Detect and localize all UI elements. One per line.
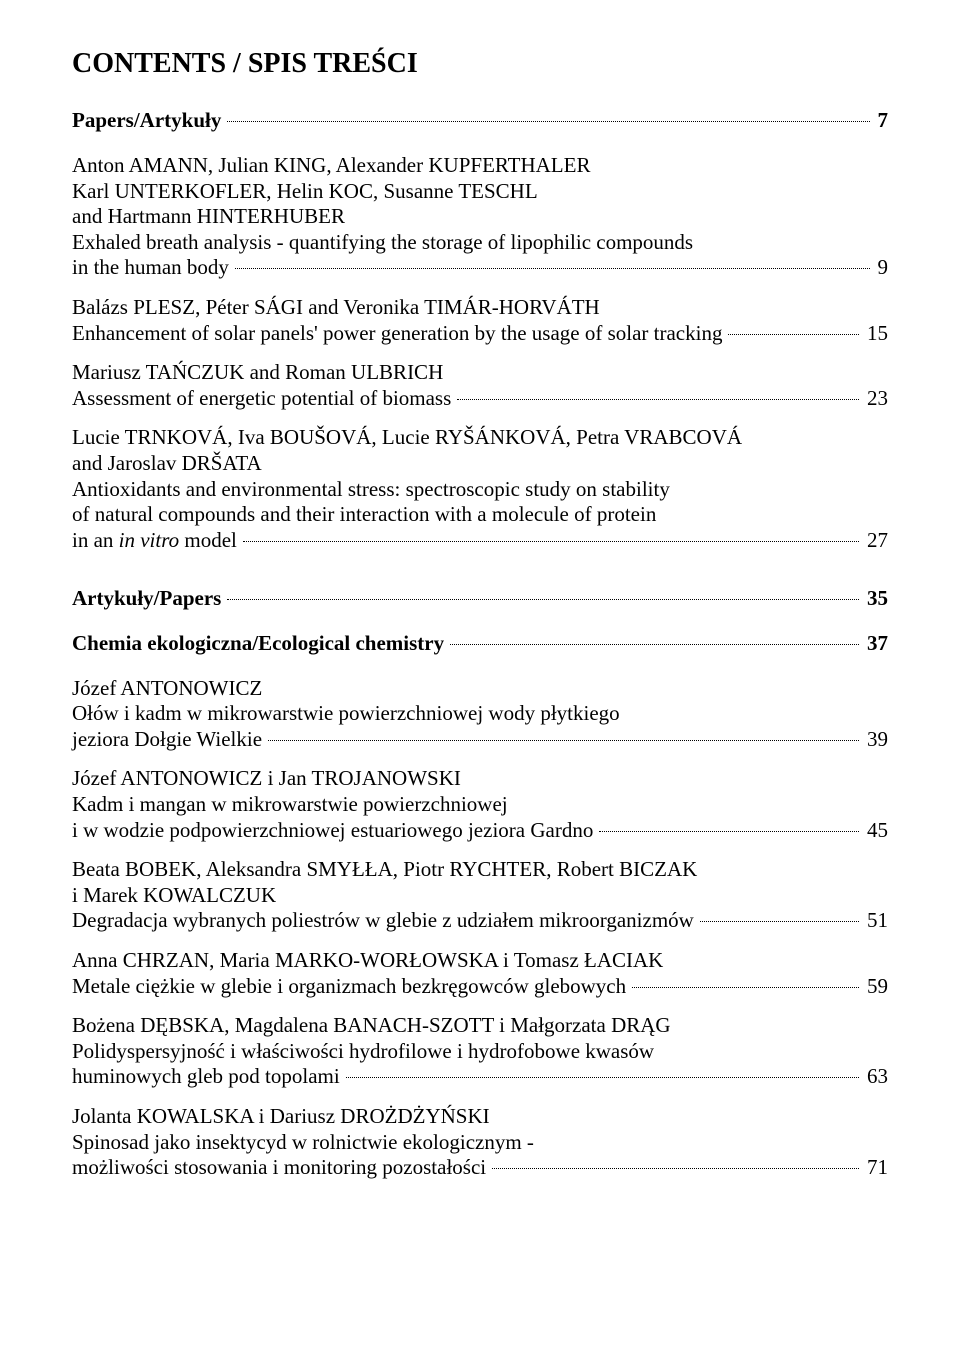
toc-entry-last-line: in the human body 9	[72, 255, 888, 281]
leader-dots	[700, 920, 859, 922]
leader-dots	[457, 398, 859, 400]
leader-dots	[632, 986, 859, 988]
toc-entry-line: and Hartmann HINTERHUBER	[72, 204, 888, 230]
toc-entry-page: 71	[861, 1155, 888, 1181]
toc-entry: Beata BOBEK, Aleksandra SMYŁŁA, Piotr RY…	[72, 857, 888, 934]
leader-dots	[243, 540, 859, 542]
entries: Józef ANTONOWICZOłów i kadm w mikrowarst…	[72, 676, 888, 1181]
leader-dots	[599, 830, 859, 832]
leader-dots	[346, 1076, 859, 1078]
toc-entry-last-text: in an in vitro model	[72, 528, 241, 554]
leader-dots	[492, 1167, 859, 1169]
toc-entry-page: 59	[861, 974, 888, 1000]
section-heading: Artykuły/Papers 35	[72, 586, 888, 611]
toc-entry-line: Józef ANTONOWICZ	[72, 676, 888, 702]
toc-entry-last-line: Enhancement of solar panels' power gener…	[72, 321, 888, 347]
toc-entry-page: 23	[861, 386, 888, 412]
toc-entry: Lucie TRNKOVÁ, Iva BOUŠOVÁ, Lucie RYŠÁNK…	[72, 425, 888, 553]
toc-entry-line: Jolanta KOWALSKA i Dariusz DROŻDŻYŃSKI	[72, 1104, 888, 1130]
toc-entry-last-line: Assessment of energetic potential of bio…	[72, 386, 888, 412]
toc-entry-last-text: in the human body	[72, 255, 233, 281]
toc-entry-last-line: in an in vitro model 27	[72, 528, 888, 554]
toc-entry: Jolanta KOWALSKA i Dariusz DROŻDŻYŃSKISp…	[72, 1104, 888, 1181]
leader-dots	[227, 598, 859, 600]
toc-entry-last-text: możliwości stosowania i monitoring pozos…	[72, 1155, 490, 1181]
section-heading-page: 37	[861, 631, 888, 656]
leader-dots	[450, 643, 859, 645]
section-heading-label: Papers/Artykuły	[72, 108, 225, 133]
toc-entry-line: Exhaled breath analysis - quantifying th…	[72, 230, 888, 256]
entries: Anton AMANN, Julian KING, Alexander KUPF…	[72, 153, 888, 554]
toc-entry-line: Mariusz TAŃCZUK and Roman ULBRICH	[72, 360, 888, 386]
toc-entry-last-text: Assessment of energetic potential of bio…	[72, 386, 455, 412]
leader-dots	[235, 267, 870, 269]
toc-entry: Balázs PLESZ, Péter SÁGI and Veronika TI…	[72, 295, 888, 346]
section-heading-page: 7	[872, 108, 889, 133]
toc-entry-last-line: i w wodzie podpowierzchniowej estuariowe…	[72, 818, 888, 844]
section-heading-label: Artykuły/Papers	[72, 586, 225, 611]
toc-entry-line: Ołów i kadm w mikrowarstwie powierzchnio…	[72, 701, 888, 727]
toc-entry-page: 63	[861, 1064, 888, 1090]
toc-entry-line: Józef ANTONOWICZ i Jan TROJANOWSKI	[72, 766, 888, 792]
toc-entry: Józef ANTONOWICZ i Jan TROJANOWSKIKadm i…	[72, 766, 888, 843]
page-container: CONTENTS / SPIS TREŚCI Papers/Artykuły 7 A…	[0, 0, 960, 1243]
toc-entry-line: Bożena DĘBSKA, Magdalena BANACH-SZOTT i …	[72, 1013, 888, 1039]
leader-dots	[227, 120, 869, 122]
toc-entry-last-line: huminowych gleb pod topolami 63	[72, 1064, 888, 1090]
toc-entry-line: Anna CHRZAN, Maria MARKO-WORŁOWSKA i Tom…	[72, 948, 888, 974]
toc-entry-last-line: Metale ciężkie w glebie i organizmach be…	[72, 974, 888, 1000]
toc-entry-last-text: Enhancement of solar panels' power gener…	[72, 321, 726, 347]
toc-entry-last-line: Degradacja wybranych poliestrów w glebie…	[72, 908, 888, 934]
toc-entry-page: 51	[861, 908, 888, 934]
toc-entry-line: i Marek KOWALCZUK	[72, 883, 888, 909]
toc-entry-line: of natural compounds and their interacti…	[72, 502, 888, 528]
toc-entry-line: Antioxidants and environmental stress: s…	[72, 477, 888, 503]
toc-entry-last-text: Metale ciężkie w glebie i organizmach be…	[72, 974, 630, 1000]
section-heading: Chemia ekologiczna/Ecological chemistry 3…	[72, 631, 888, 656]
toc-entry-line: Kadm i mangan w mikrowarstwie powierzchn…	[72, 792, 888, 818]
toc-entry-line: Lucie TRNKOVÁ, Iva BOUŠOVÁ, Lucie RYŠÁNK…	[72, 425, 888, 451]
toc-entry-page: 39	[861, 727, 888, 753]
toc-entry-line: and Jaroslav DRŠATA	[72, 451, 888, 477]
toc-entry-page: 15	[861, 321, 888, 347]
toc-entry-page: 27	[861, 528, 888, 554]
toc-entry-last-text: Degradacja wybranych poliestrów w glebie…	[72, 908, 698, 934]
toc-entry: Bożena DĘBSKA, Magdalena BANACH-SZOTT i …	[72, 1013, 888, 1090]
toc-entry-line: Karl UNTERKOFLER, Helin KOC, Susanne TES…	[72, 179, 888, 205]
toc-entry: Mariusz TAŃCZUK and Roman ULBRICHAssessm…	[72, 360, 888, 411]
sections: Papers/Artykuły 7 Anton AMANN, Julian KING…	[72, 108, 888, 1181]
section-heading-label: Chemia ekologiczna/Ecological chemistry	[72, 631, 448, 656]
section-heading: Papers/Artykuły 7	[72, 108, 888, 133]
toc-entry-page: 45	[861, 818, 888, 844]
leader-dots	[728, 333, 859, 335]
toc-entry: Józef ANTONOWICZOłów i kadm w mikrowarst…	[72, 676, 888, 753]
toc-entry-last-text: i w wodzie podpowierzchniowej estuariowe…	[72, 818, 597, 844]
toc-entry-page: 9	[872, 255, 889, 281]
section-heading-page: 35	[861, 586, 888, 611]
leader-dots	[268, 739, 859, 741]
toc-entry-last-text: huminowych gleb pod topolami	[72, 1064, 344, 1090]
page-title: CONTENTS / SPIS TREŚCI	[72, 48, 888, 80]
toc-entry-last-line: możliwości stosowania i monitoring pozos…	[72, 1155, 888, 1181]
toc-entry-line: Polidyspersyjność i właściwości hydrofil…	[72, 1039, 888, 1065]
toc-entry-last-line: jeziora Dołgie Wielkie 39	[72, 727, 888, 753]
toc-entry-line: Balázs PLESZ, Péter SÁGI and Veronika TI…	[72, 295, 888, 321]
toc-entry-last-text: jeziora Dołgie Wielkie	[72, 727, 266, 753]
toc-entry-line: Spinosad jako insektycyd w rolnictwie ek…	[72, 1130, 888, 1156]
toc-entry: Anna CHRZAN, Maria MARKO-WORŁOWSKA i Tom…	[72, 948, 888, 999]
toc-entry: Anton AMANN, Julian KING, Alexander KUPF…	[72, 153, 888, 281]
toc-entry-line: Anton AMANN, Julian KING, Alexander KUPF…	[72, 153, 888, 179]
toc-entry-line: Beata BOBEK, Aleksandra SMYŁŁA, Piotr RY…	[72, 857, 888, 883]
